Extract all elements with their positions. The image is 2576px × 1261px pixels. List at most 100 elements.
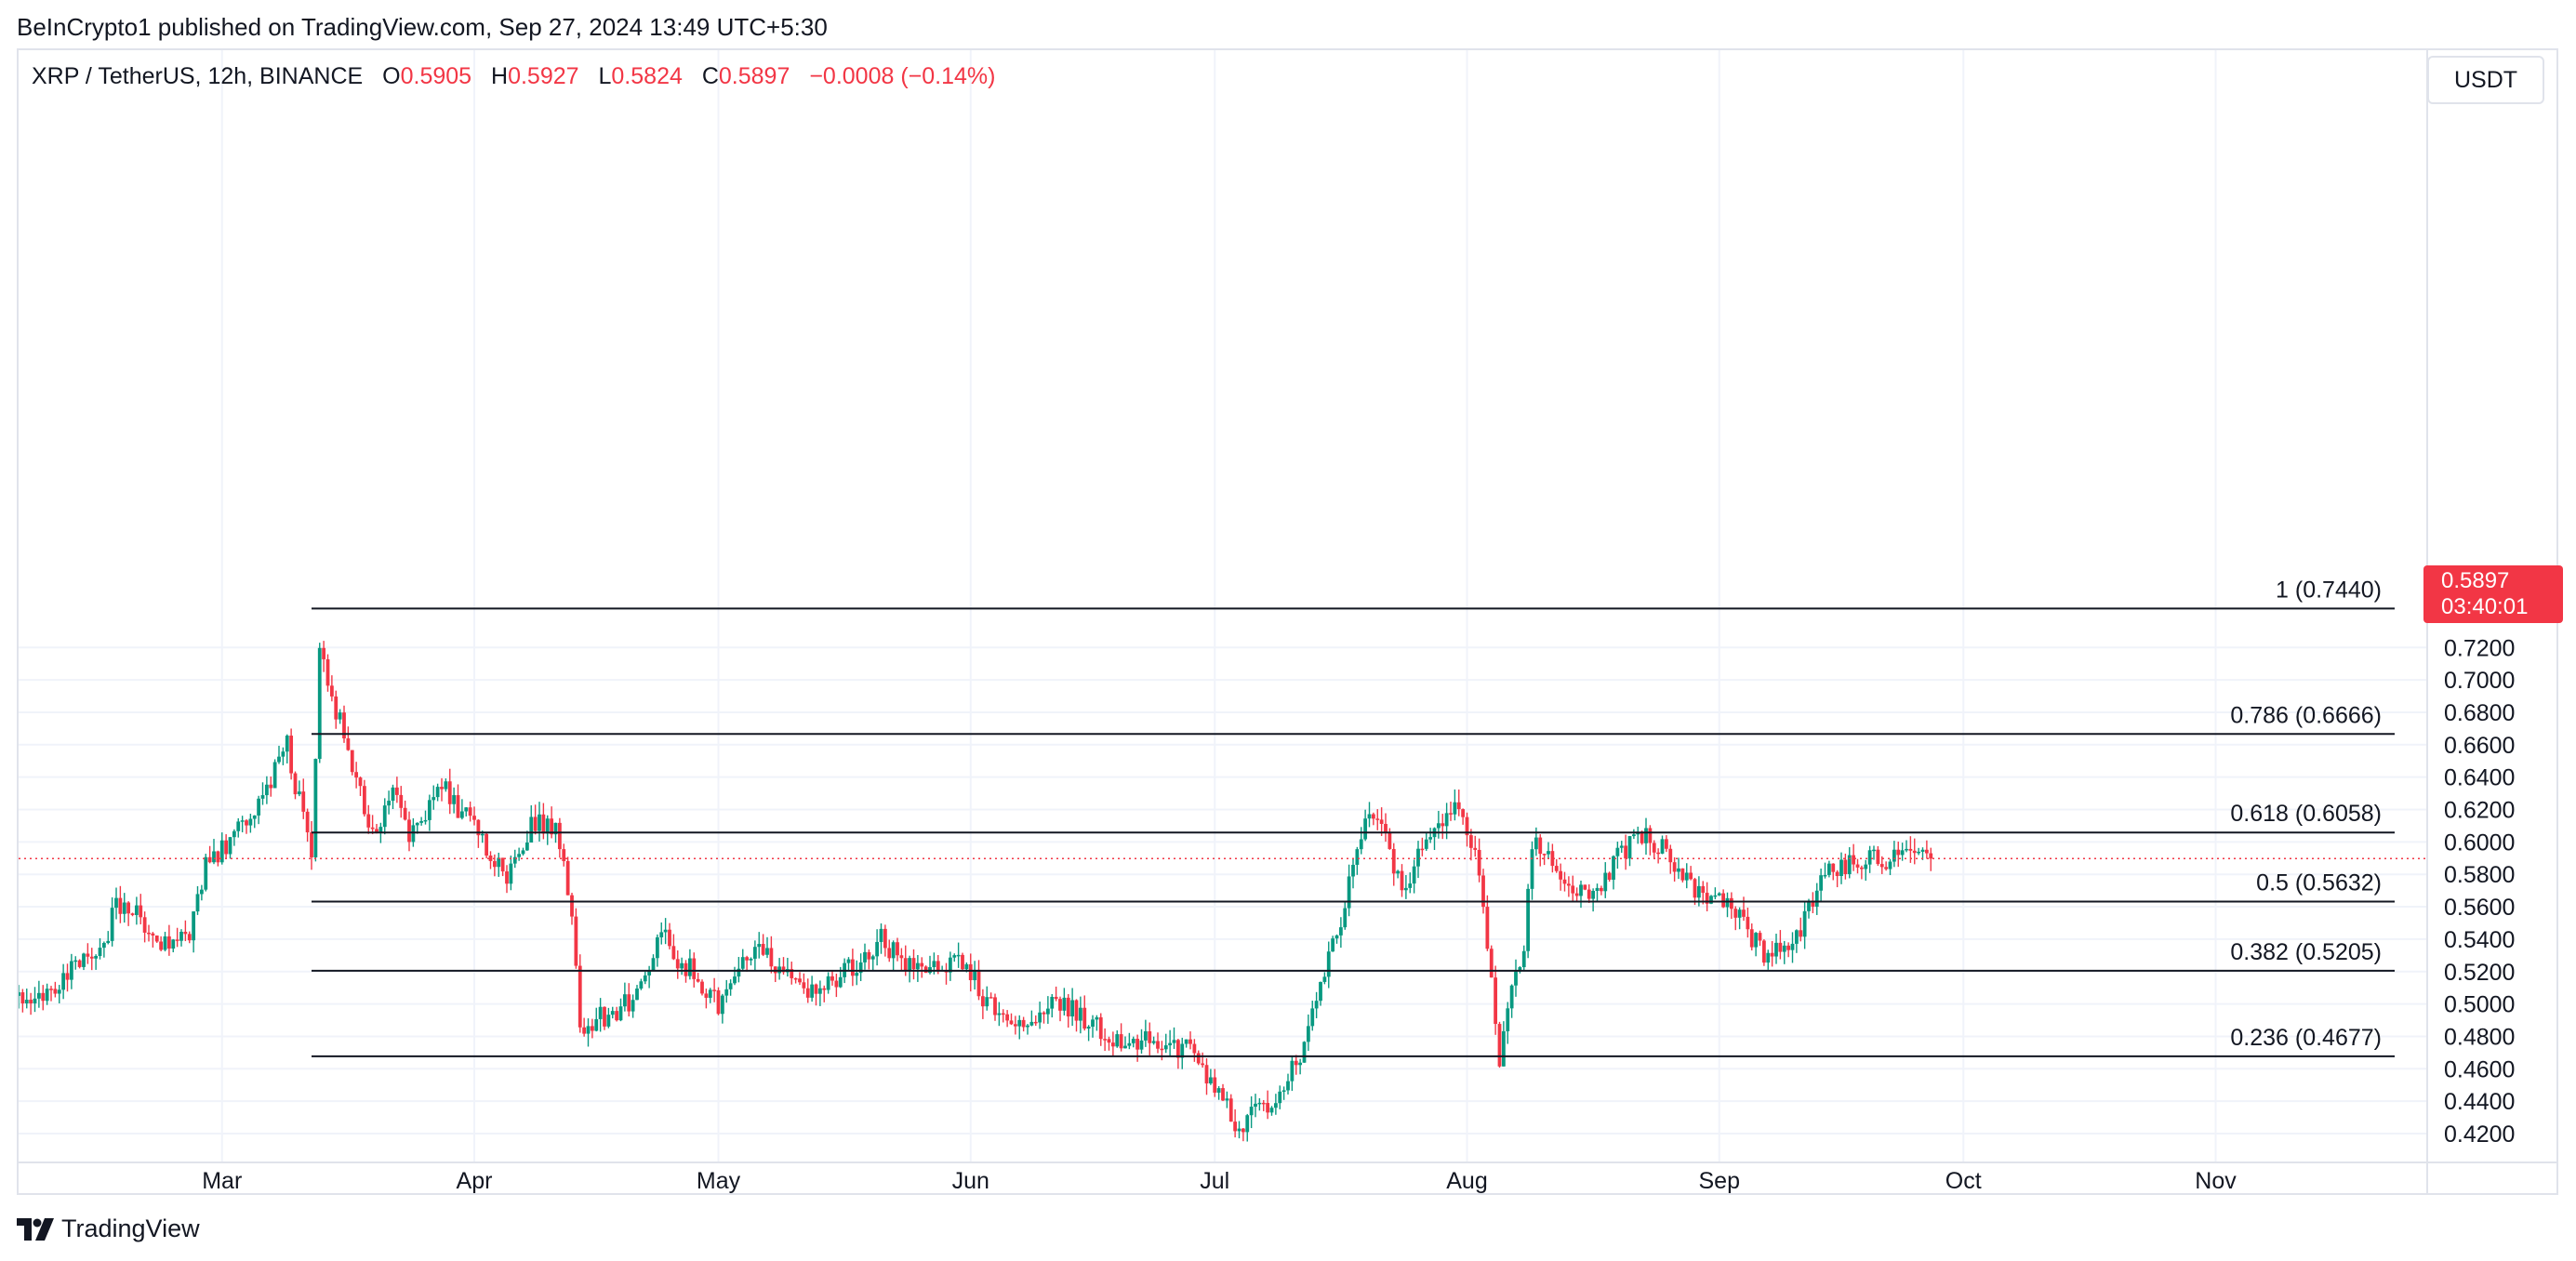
candle-up	[1151, 1041, 1156, 1043]
candle-down	[1266, 1103, 1270, 1113]
candle-up	[908, 958, 912, 971]
candle-up	[647, 970, 652, 976]
candle-up	[1444, 813, 1449, 827]
candle-down	[322, 647, 326, 659]
candle-up	[765, 948, 769, 955]
candle-up	[1794, 930, 1799, 944]
last-price-value: 0.5897	[2441, 568, 2510, 593]
candle-down	[1485, 907, 1490, 949]
candle-down	[1371, 814, 1375, 819]
candle-down	[961, 954, 964, 970]
candle-up	[240, 820, 245, 822]
currency-button[interactable]: USDT	[2427, 56, 2544, 104]
candle-up	[952, 955, 957, 958]
candle-up	[1351, 864, 1355, 877]
candle-up	[610, 1011, 615, 1015]
candle-down	[456, 795, 460, 818]
candle-up	[1547, 851, 1550, 855]
candle-up	[512, 856, 517, 864]
candle-up	[553, 822, 558, 835]
candle-up	[459, 811, 464, 818]
candle-down	[1204, 1065, 1209, 1084]
candle-up	[61, 973, 66, 990]
candle-up	[204, 856, 208, 890]
candle-up	[858, 962, 863, 974]
candle-down	[684, 962, 688, 976]
candle-up	[19, 992, 20, 996]
candle-up	[1709, 896, 1713, 904]
candle-down	[1640, 831, 1644, 843]
candle-down	[1473, 847, 1478, 850]
candle-up	[985, 997, 989, 1007]
candle-up	[606, 1015, 611, 1027]
candle-up	[444, 781, 448, 790]
candle-up	[1453, 802, 1457, 815]
candle-up	[1579, 884, 1583, 896]
candle-up	[545, 818, 550, 834]
candle-down	[1668, 848, 1673, 863]
candle-down	[557, 822, 562, 850]
candle-up	[1208, 1077, 1213, 1084]
candle-up	[45, 989, 49, 1002]
candle-up	[1326, 951, 1331, 977]
candle-up	[1782, 945, 1786, 952]
candle-down	[1082, 1007, 1087, 1029]
candle-down	[911, 958, 916, 970]
y-tick-label: 0.6600	[2444, 733, 2515, 759]
candle-up	[1290, 1060, 1295, 1082]
close-label: C	[701, 63, 719, 89]
candle-down	[350, 750, 354, 773]
candle-up	[948, 957, 952, 973]
candle-up	[82, 953, 86, 967]
candle-up	[1754, 933, 1759, 948]
candle-down	[1758, 933, 1762, 941]
chart-frame[interactable]: 0.4200 0.4400 0.4600 0.4800 0.5000 0.5200 0.54…	[17, 48, 2558, 1195]
candle-down	[565, 860, 570, 896]
candle-down	[1656, 852, 1661, 855]
candle-up	[1428, 837, 1433, 840]
symbol-name[interactable]: XRP / TetherUS, 12h, BINANCE	[32, 63, 364, 89]
candle-up	[1518, 967, 1522, 972]
candle-down	[118, 897, 123, 914]
candlestick-chart[interactable]: 0.4200 0.4400 0.4600 0.4800 0.5000 0.5200 0.54…	[19, 50, 2556, 1193]
candle-down	[1705, 893, 1709, 904]
candle-down	[1221, 1088, 1225, 1101]
candle-up	[879, 928, 883, 942]
candle-up	[846, 959, 851, 963]
candle-up	[1143, 1030, 1148, 1041]
candle-down	[1009, 1020, 1014, 1025]
candle-up	[817, 988, 822, 994]
candle-down	[541, 814, 546, 834]
candle-down	[1571, 885, 1575, 894]
candle-down	[920, 962, 924, 967]
candle-down	[301, 791, 306, 812]
high-value: 0.5927	[508, 63, 579, 89]
candle-down	[1384, 823, 1388, 833]
x-tick-label: May	[697, 1168, 741, 1193]
candle-down	[883, 928, 887, 949]
candle-down	[1689, 872, 1693, 880]
candle-up	[1086, 1027, 1091, 1029]
candle-down	[1192, 1043, 1197, 1054]
candle-up	[1631, 834, 1636, 837]
candle-down	[366, 814, 371, 828]
candle-up	[529, 816, 534, 843]
candle-down	[1859, 867, 1864, 869]
candle-up	[1530, 849, 1534, 889]
candle-up	[631, 1000, 635, 1012]
candle-down	[1599, 887, 1603, 892]
candle-down	[1461, 809, 1466, 817]
candle-up	[1278, 1091, 1282, 1104]
candle-down	[488, 855, 493, 861]
candle-down	[1693, 879, 1697, 898]
candle-down	[1477, 849, 1481, 876]
tradingview-branding[interactable]: TradingView	[17, 1215, 200, 1243]
candle-up	[219, 840, 224, 863]
y-tick-label: 0.5800	[2444, 862, 2515, 888]
candle-down	[325, 658, 330, 686]
candle-down	[142, 917, 147, 933]
candle-down	[1054, 996, 1058, 1000]
fib-level-label: 1 (0.7440)	[2276, 577, 2382, 603]
candle-down	[1538, 837, 1543, 855]
candle-down	[447, 781, 452, 804]
